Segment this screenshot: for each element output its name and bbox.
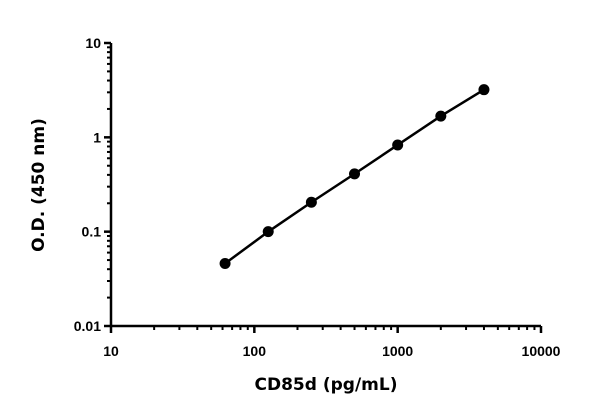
x-tick-label: 1000	[382, 343, 413, 359]
data-point	[392, 139, 404, 151]
y-tick-label: 0.1	[82, 224, 102, 240]
data-point	[219, 257, 231, 269]
y-tick-label: 1	[93, 129, 101, 145]
data-point	[478, 84, 490, 96]
x-axis-title: CD85d (pg/mL)	[255, 375, 398, 395]
data-point	[349, 168, 361, 180]
y-axis-title: O.D. (450 nm)	[29, 118, 49, 252]
data-point	[435, 110, 447, 122]
data-point	[305, 196, 317, 208]
y-tick-label: 0.01	[74, 318, 101, 334]
y-tick-label: 10	[85, 35, 101, 51]
y-axis: 0.01 0.1 1 10	[74, 35, 113, 334]
x-tick-label: 100	[243, 343, 267, 359]
x-tick-label: 10	[103, 343, 119, 359]
x-tick-label: 10000	[522, 343, 561, 359]
x-axis: 10 100 1000 10000	[103, 324, 561, 359]
plot-area	[219, 84, 490, 269]
data-point	[262, 226, 274, 238]
